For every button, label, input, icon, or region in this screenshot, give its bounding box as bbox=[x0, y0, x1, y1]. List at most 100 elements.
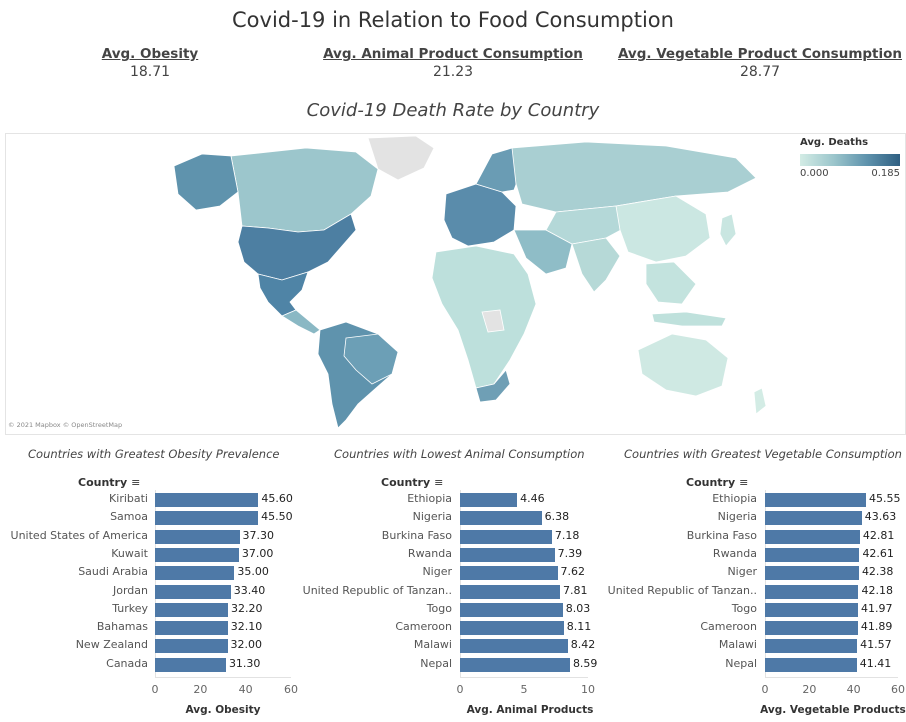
obesity-country-header[interactable]: Country ≡ bbox=[78, 476, 140, 489]
map-region-indonesia[interactable] bbox=[651, 311, 727, 327]
bar-category-label[interactable]: Niger bbox=[727, 565, 757, 579]
bar-category-label[interactable]: Samoa bbox=[110, 510, 148, 524]
bar-category-label[interactable]: Bahamas bbox=[96, 620, 148, 634]
map-region-new-zealand[interactable] bbox=[753, 387, 767, 415]
axis-tick-label: 5 bbox=[520, 683, 528, 696]
bar-category-label[interactable]: Nigeria bbox=[412, 510, 452, 524]
map-region-brazil[interactable] bbox=[343, 333, 399, 385]
bar[interactable] bbox=[460, 547, 555, 562]
bar-category-label[interactable]: Malawi bbox=[413, 638, 452, 652]
bar-value-label: 45.55 bbox=[868, 492, 901, 505]
bar-category-label[interactable]: Jordan bbox=[113, 583, 148, 597]
map-region-australia[interactable] bbox=[637, 333, 729, 397]
sort-descending-icon[interactable]: ≡ bbox=[739, 476, 749, 489]
bar-category-label[interactable]: Kuwait bbox=[111, 546, 148, 560]
bar[interactable] bbox=[765, 529, 860, 544]
bar[interactable] bbox=[765, 639, 858, 654]
map-credit[interactable]: © 2021 Mapbox © OpenStreetMap bbox=[8, 421, 123, 429]
bar-category-label[interactable]: Niger bbox=[422, 565, 452, 579]
bar[interactable] bbox=[765, 547, 860, 562]
bar[interactable] bbox=[155, 657, 226, 672]
bar-category-label[interactable]: Kiribati bbox=[109, 492, 148, 505]
bar-value-label: 37.30 bbox=[242, 528, 275, 542]
axis-tick-label: 60 bbox=[284, 683, 298, 696]
animal-chart-title: Countries with Lowest Animal Consumption bbox=[334, 447, 585, 461]
bar[interactable] bbox=[155, 602, 228, 617]
bar[interactable] bbox=[460, 511, 542, 526]
map-region-europe[interactable] bbox=[443, 183, 517, 247]
bar[interactable] bbox=[460, 602, 563, 617]
bar[interactable] bbox=[155, 511, 259, 526]
vegetable-country-header[interactable]: Country ≡ bbox=[686, 476, 748, 489]
bar[interactable] bbox=[460, 639, 568, 654]
map-region-mexico[interactable] bbox=[257, 271, 309, 317]
bar[interactable] bbox=[460, 621, 564, 636]
bar[interactable] bbox=[765, 657, 857, 672]
kpi-label[interactable]: Avg. Obesity bbox=[101, 46, 199, 62]
bar-category-label[interactable]: New Zealand bbox=[75, 638, 148, 652]
bar-category-label[interactable]: Nepal bbox=[420, 656, 452, 670]
map-region-japan[interactable] bbox=[719, 213, 737, 247]
bar[interactable] bbox=[460, 529, 552, 544]
map-region-central-america[interactable] bbox=[281, 309, 321, 335]
map-region-india[interactable] bbox=[571, 237, 621, 293]
bar[interactable] bbox=[765, 511, 862, 526]
animal-country-header[interactable]: Country ≡ bbox=[381, 476, 443, 489]
bar-category-label[interactable]: Nepal bbox=[725, 656, 757, 670]
bar-category-label[interactable]: Burkina Faso bbox=[686, 528, 757, 542]
bar[interactable] bbox=[155, 621, 228, 636]
bar-category-label[interactable]: Canada bbox=[106, 656, 148, 670]
bar-category-label[interactable]: United Republic of Tanzan.. bbox=[302, 583, 452, 597]
vegetable-axis-vline bbox=[765, 490, 766, 677]
bar[interactable] bbox=[460, 566, 558, 581]
sort-descending-icon[interactable]: ≡ bbox=[131, 476, 141, 489]
bar[interactable] bbox=[155, 493, 259, 507]
axis-tick-label: 20 bbox=[193, 683, 208, 696]
map-region-nodata[interactable] bbox=[481, 309, 505, 333]
bar[interactable] bbox=[155, 547, 239, 562]
bar[interactable] bbox=[155, 584, 231, 599]
world-map[interactable] bbox=[5, 133, 906, 435]
map-region-greenland[interactable] bbox=[367, 135, 435, 181]
bar[interactable] bbox=[460, 493, 518, 507]
bar-category-label[interactable]: Ethiopia bbox=[407, 492, 452, 505]
bar[interactable] bbox=[765, 566, 859, 581]
bar[interactable] bbox=[460, 584, 560, 599]
bar-category-label[interactable]: Burkina Faso bbox=[381, 528, 452, 542]
bar-category-label[interactable]: Rwanda bbox=[407, 546, 452, 560]
bar-category-label[interactable]: Cameroon bbox=[700, 620, 757, 634]
bar[interactable] bbox=[460, 657, 570, 672]
bar-category-label[interactable]: Togo bbox=[731, 601, 757, 615]
bar[interactable] bbox=[155, 566, 235, 581]
bar-category-label[interactable]: Saudi Arabia bbox=[78, 565, 148, 579]
bar[interactable] bbox=[765, 584, 859, 599]
bar-category-label[interactable]: Rwanda bbox=[712, 546, 757, 560]
map-region-canada[interactable] bbox=[230, 147, 379, 233]
map-region-usa[interactable] bbox=[237, 213, 357, 281]
bar-value-label: 8.03 bbox=[565, 601, 591, 615]
bar[interactable] bbox=[765, 621, 858, 636]
map-region-south-africa[interactable] bbox=[475, 369, 511, 403]
bar-category-label[interactable]: Turkey bbox=[112, 601, 148, 615]
bar-category-label[interactable]: United Republic of Tanzan.. bbox=[607, 583, 757, 597]
map-region-china[interactable] bbox=[615, 195, 711, 263]
map-region-alaska[interactable] bbox=[173, 153, 239, 211]
map-region-russia[interactable] bbox=[511, 141, 757, 213]
legend-title: Avg. Deaths bbox=[800, 137, 869, 148]
animal-axis-title: Avg. Animal Products bbox=[466, 704, 594, 716]
bar[interactable] bbox=[765, 602, 859, 617]
map-region-southeast-asia[interactable] bbox=[645, 261, 697, 305]
bar-category-label[interactable]: Togo bbox=[426, 601, 452, 615]
bar-category-label[interactable]: Malawi bbox=[718, 638, 757, 652]
bar-category-label[interactable]: Nigeria bbox=[717, 510, 757, 524]
kpi-label[interactable]: Avg. Vegetable Product Consumption bbox=[617, 46, 903, 62]
bar-category-label[interactable]: Ethiopia bbox=[712, 492, 757, 505]
sort-ascending-icon[interactable]: ≡ bbox=[434, 476, 444, 489]
bar-category-label[interactable]: Cameroon bbox=[395, 620, 452, 634]
bar[interactable] bbox=[155, 529, 240, 544]
bar[interactable] bbox=[765, 493, 866, 507]
bar[interactable] bbox=[155, 639, 228, 654]
dashboard-title: Covid-19 in Relation to Food Consumption bbox=[232, 8, 674, 32]
bar-category-label[interactable]: United States of America bbox=[10, 528, 148, 542]
kpi-label[interactable]: Avg. Animal Product Consumption bbox=[323, 46, 583, 62]
